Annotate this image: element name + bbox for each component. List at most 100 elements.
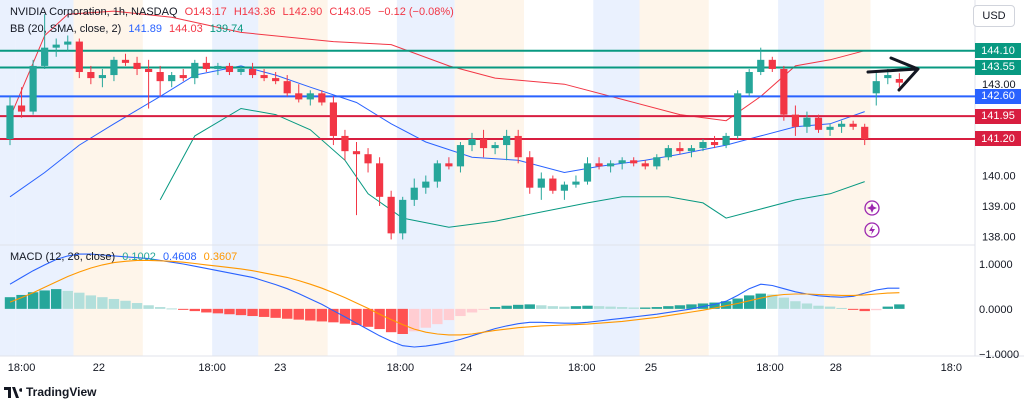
macd-bar-50 [582, 305, 593, 309]
macd-legend[interactable]: MACD (12, 26, close) 0.1002 0.4608 0.360… [10, 251, 241, 263]
symbol-legend[interactable]: NVIDIA Corporation, 1h, NASDAQ O143.17 H… [10, 6, 458, 18]
macd-bar-49 [570, 306, 582, 309]
macd-bar-27 [316, 308, 328, 322]
macd-bar-43 [501, 305, 512, 309]
horizontal-levels[interactable] [0, 49, 975, 140]
macd-bar-35 [409, 308, 420, 332]
candle-body [745, 72, 753, 94]
macd-bar-0 [4, 297, 16, 309]
candle-body [803, 117, 811, 127]
macd-bar-44 [513, 304, 524, 309]
level-badge-2[interactable]: 142.60 [975, 88, 1021, 104]
candle-body [110, 59, 118, 76]
candle-body [491, 145, 499, 149]
candle-body [479, 138, 488, 149]
macd-bar-70 [813, 305, 824, 309]
flash-icon[interactable] [864, 222, 880, 238]
candle-17 [202, 56, 210, 73]
price-tick-0: 143.00 [982, 79, 1016, 91]
candle-body [814, 117, 823, 130]
candle-8 [98, 68, 106, 88]
candle-59 [687, 145, 696, 158]
candle-77 [895, 73, 903, 88]
macd-bar-13 [154, 307, 166, 309]
time-tick-7: 25 [645, 362, 657, 374]
candle-68 [791, 105, 799, 136]
candle-body [179, 75, 187, 79]
macd-bar-69 [801, 303, 813, 309]
candle-body [399, 199, 407, 234]
candle-body [352, 151, 361, 155]
logo-text: TradingView [26, 385, 97, 399]
macd-bar-5 [62, 290, 73, 309]
price-tick-1: 140.00 [982, 171, 1016, 183]
candle-0 [6, 96, 14, 146]
time-tick-3: 23 [274, 362, 286, 374]
candle-body [156, 72, 164, 82]
price-tick-3: 138.00 [982, 231, 1016, 243]
candle-body [202, 62, 210, 69]
candle-body [445, 163, 453, 167]
candle-body [306, 93, 314, 100]
tradingview-logo[interactable]: TradingView [4, 385, 96, 399]
session-band-2 [73, 0, 143, 356]
macd-bar-73 [847, 308, 859, 310]
candle-body [98, 75, 106, 79]
candle-61 [710, 135, 719, 149]
candle-body [283, 81, 291, 94]
time-axis[interactable]: 18:00 22 18:00 23 18:00 24 18:00 25 18:00 28 18:0 [8, 362, 962, 374]
candle-body [387, 196, 395, 234]
bb-basis-value: 141.89 [128, 23, 162, 35]
candle-body [872, 81, 880, 94]
candle-body [364, 154, 372, 164]
alert-icon[interactable] [864, 200, 880, 216]
session-band-6 [454, 0, 524, 356]
candle-body [768, 59, 776, 69]
candle-18 [214, 62, 222, 76]
macd-bar-38 [443, 308, 455, 321]
bb-legend[interactable]: BB (20, SMA, close, 2) 141.89 144.03 139… [10, 23, 247, 35]
macd-bar-41 [478, 308, 489, 310]
candle-body [17, 105, 26, 112]
candle-body [237, 68, 245, 73]
candle-body [503, 135, 511, 146]
candle-body [722, 135, 730, 146]
macd-bar-25 [293, 308, 304, 320]
level-badge-4[interactable]: 141.20 [975, 131, 1021, 147]
candle-58 [676, 142, 684, 155]
level-badge-3[interactable]: 141.95 [975, 108, 1021, 124]
macd-bar-68 [790, 301, 801, 309]
candle-24 [283, 75, 291, 97]
candle-body [630, 160, 638, 164]
price-axis[interactable]: 143.00 140.00 139.00 138.00 1.0000 0.0000 −1.0… [979, 79, 1019, 361]
macd-bar-59 [686, 304, 697, 309]
level-badge-1[interactable]: 143.55 [975, 59, 1021, 75]
candle-12 [145, 59, 153, 109]
candle-body [145, 68, 153, 73]
candle-29 [341, 129, 349, 161]
macd-bar-21 [247, 308, 258, 317]
macd-bar-33 [385, 308, 397, 333]
level-badge-0[interactable]: 144.10 [975, 43, 1021, 59]
candle-67 [780, 65, 788, 121]
macd-bar-18 [212, 308, 224, 314]
candle-body [52, 44, 60, 48]
price-tick-2: 139.00 [982, 201, 1016, 213]
candle-51 [595, 157, 603, 170]
currency-button[interactable]: USD [973, 5, 1015, 27]
macd-bar-45 [524, 304, 535, 309]
macd-bar-19 [224, 308, 235, 315]
macd-tick-1: 0.0000 [979, 304, 1013, 316]
macd-bar-24 [282, 308, 293, 319]
candle-body [734, 93, 742, 136]
arrow-drawing[interactable] [866, 56, 920, 92]
candle-33 [387, 190, 395, 240]
time-tick-1: 22 [93, 362, 105, 374]
candle-63 [734, 90, 742, 139]
candle-body [595, 163, 603, 167]
candle-70 [814, 114, 823, 133]
candle-body [549, 178, 557, 191]
macd-bar-23 [270, 308, 281, 318]
candle-body [64, 41, 72, 45]
